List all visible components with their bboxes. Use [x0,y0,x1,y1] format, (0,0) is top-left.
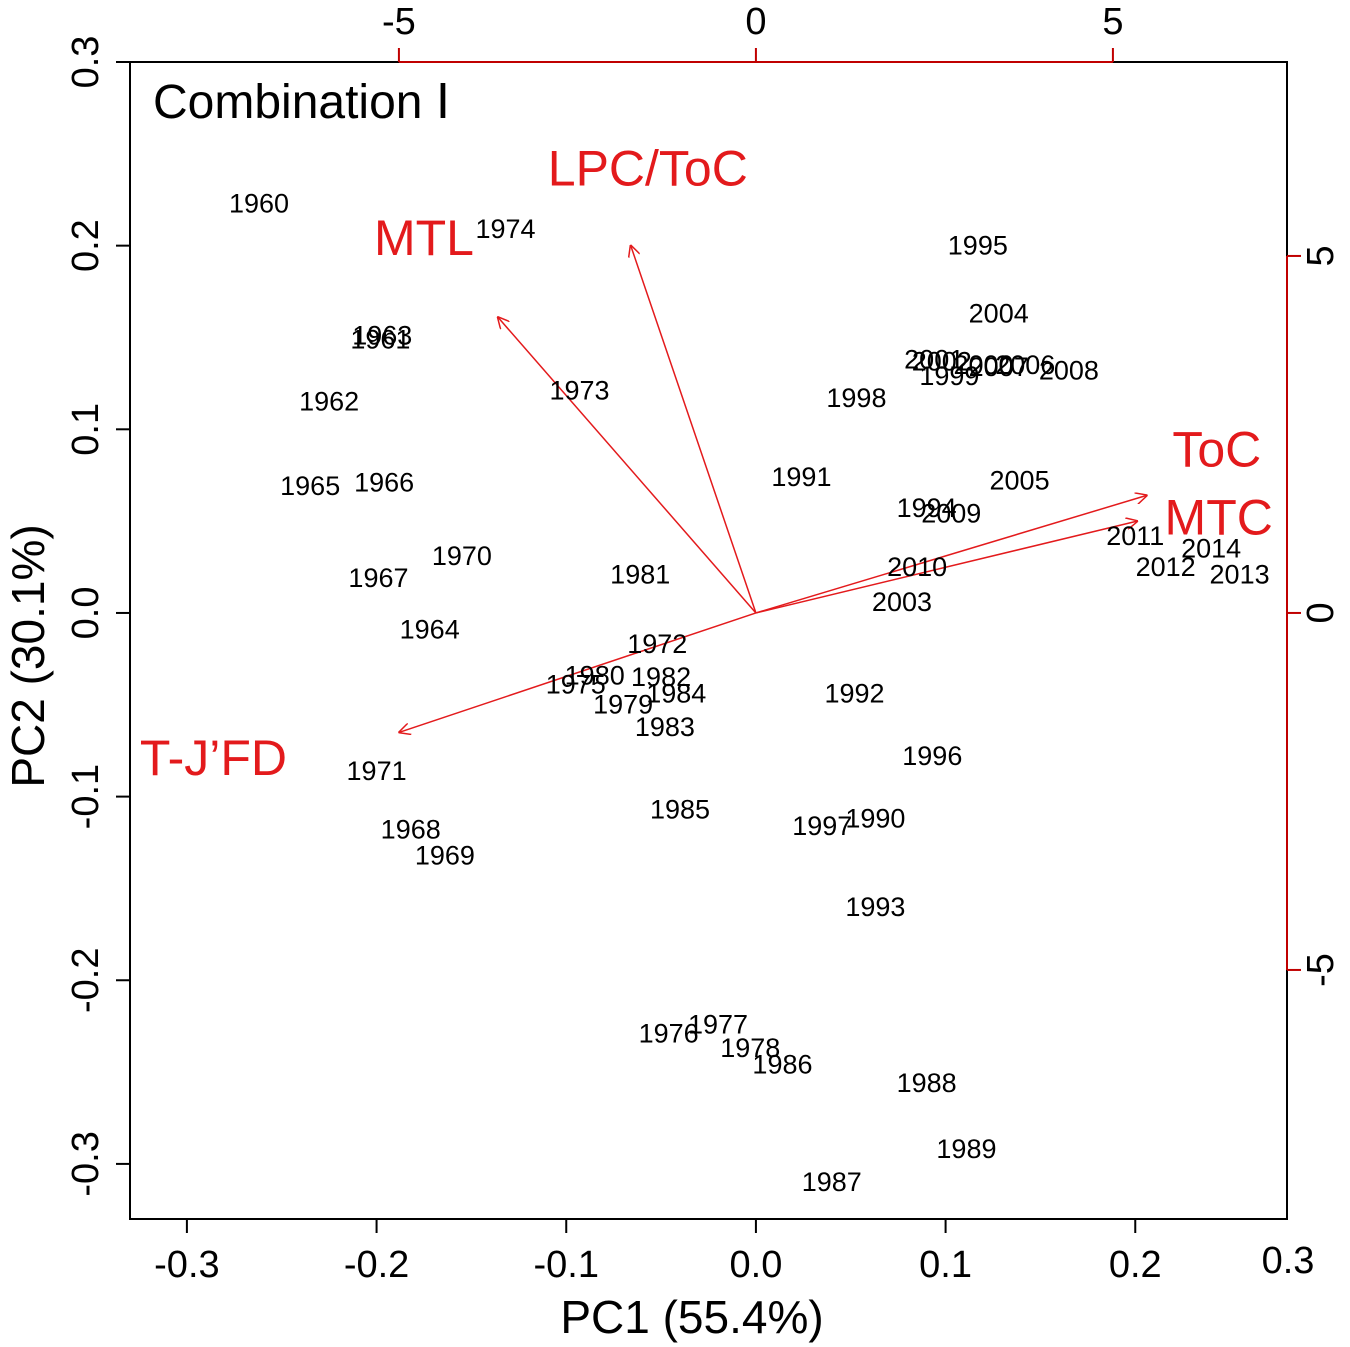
loading-arrow [631,246,757,614]
score-point: 1961 [350,324,410,354]
score-point: 1997 [792,811,852,841]
y-tick-label: 0.0 [65,587,107,640]
score-point: 1992 [825,679,885,709]
score-point: 1972 [627,629,687,659]
loading-arrows: LPC/ToC MTL ToC MTC T-J’FD [140,140,1273,786]
score-point: 1975 [546,670,606,700]
score-point: 1966 [354,468,414,498]
y-tick-label: -0.2 [65,948,107,1013]
score-point: 1995 [948,231,1008,261]
plot-frame [129,61,1288,1220]
top-tick-label: 5 [1102,1,1123,43]
score-point: 1976 [639,1018,699,1048]
x-tick-label: 0.0 [730,1244,783,1286]
score-point: 1989 [936,1134,996,1164]
score-point: 1968 [381,815,441,845]
score-point: 1982 [631,662,691,692]
x-tick-label: 0.3 [1262,1240,1315,1282]
score-point: 1965 [280,471,340,501]
loading-label: T-J’FD [140,730,287,786]
score-point: 1999 [919,361,979,391]
score-point: 1962 [299,387,359,417]
loading-label: MTL [374,210,474,266]
score-point: 1967 [348,563,408,593]
loading-label: ToC [1172,421,1261,477]
x-tick-label: -0.1 [534,1244,599,1286]
y-tick-label: 0.3 [65,36,107,89]
y-tick-label: -0.3 [65,1131,107,1196]
x-axis-label: PC1 (55.4%) [560,1291,823,1343]
right-tick-label: 5 [1300,245,1342,266]
score-point: 1969 [415,840,475,870]
score-point: 1990 [845,804,905,834]
score-point: 2001 [904,344,964,374]
y-tick-label: 0.2 [65,219,107,272]
loading-arrow [755,521,1137,614]
score-point: 1986 [752,1050,812,1080]
x-tick-label: 0.2 [1109,1244,1162,1286]
y-tick-label: 0.1 [65,403,107,456]
chart-title: Combination Ⅰ [153,76,450,129]
score-point: 1974 [476,214,536,244]
y-axis-label: PC2 (30.1%) [2,524,54,787]
score-point: 2011 [1106,521,1164,551]
top-tick-label: 0 [745,1,766,43]
score-point: 2005 [990,466,1050,496]
loading-label: LPC/ToC [548,140,748,196]
score-point: 2004 [969,299,1029,329]
score-point: 1979 [593,690,653,720]
score-point: 2010 [887,552,947,582]
score-point: 1996 [902,741,962,771]
score-point: 2000 [953,350,1013,380]
x-tick-label: -0.2 [344,1244,409,1286]
score-point: 1973 [549,376,609,406]
score-point: 2008 [1039,355,1099,385]
score-point: 1998 [826,383,886,413]
score-point: 1970 [432,541,492,571]
score-point: 1994 [897,493,957,523]
loading-arrow [498,317,757,614]
score-point: 2012 [1136,552,1196,582]
score-point: 2007 [969,352,1029,382]
y-tick-label: -0.1 [65,764,107,829]
score-point: 1971 [347,756,407,786]
score-point: 1978 [720,1033,780,1063]
score-point: 1963 [352,321,412,351]
score-point: 1981 [610,559,670,589]
score-point: 1960 [229,188,289,218]
score-point: 1987 [802,1167,862,1197]
score-point: 1985 [650,794,710,824]
score-point: 2002 [912,346,972,376]
score-point: 1993 [845,892,905,922]
score-point: 2003 [872,587,932,617]
top-tick-label: -5 [382,1,416,43]
loading-arrow [399,612,757,732]
loading-label: MTC [1165,489,1273,545]
score-point: 2014 [1181,534,1241,564]
score-point: 1980 [565,660,625,690]
score-point: 2009 [921,499,981,529]
x-tick-label: -0.3 [154,1244,219,1286]
score-point: 1991 [771,462,831,492]
score-point: 1984 [646,679,706,709]
right-tick-label: 0 [1300,602,1342,623]
axes: -0.3 -0.2 -0.1 0.0 0.1 0.2 0.3 -0.3 -0.2 -0.1 0.0 0… [65,1,1342,1286]
score-point: 1977 [688,1009,748,1039]
plot-border [129,61,1288,1220]
score-point: 1964 [400,614,460,644]
loading-arrow [755,495,1147,614]
right-tick-label: -5 [1300,953,1342,987]
score-point: 1988 [897,1068,957,1098]
x-tick-label: 0.1 [919,1244,972,1286]
score-point: 1983 [635,712,695,742]
score-point: 2013 [1210,559,1270,589]
score-point: 2006 [995,350,1055,380]
chart-text: Combination Ⅰ PC1 (55.4%) PC2 (30.1%) [2,76,824,1343]
